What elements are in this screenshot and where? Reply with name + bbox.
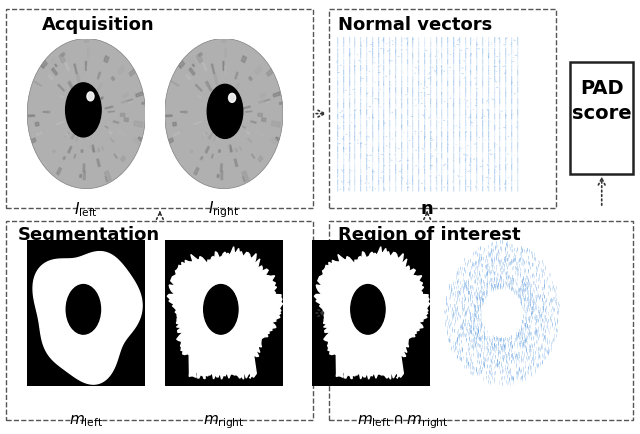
Text: $\mathbf{n}$: $\mathbf{n}$ <box>420 200 434 218</box>
Bar <box>570 62 633 174</box>
Text: $m_{\mathrm{right}}$: $m_{\mathrm{right}}$ <box>203 413 244 431</box>
Bar <box>330 221 633 420</box>
Bar <box>330 9 556 208</box>
Text: Segmentation: Segmentation <box>18 227 160 244</box>
Text: Normal vectors: Normal vectors <box>338 16 492 34</box>
Bar <box>6 9 314 208</box>
Text: $I_{\mathrm{right}}$: $I_{\mathrm{right}}$ <box>208 200 239 220</box>
Text: Acquisition: Acquisition <box>42 16 154 34</box>
Text: $I_{\mathrm{left}}$: $I_{\mathrm{left}}$ <box>74 200 98 218</box>
Bar <box>6 221 314 420</box>
Text: $m_{\mathrm{left}}$: $m_{\mathrm{left}}$ <box>69 413 104 429</box>
Text: $m_{\mathrm{left}} \cap m_{\mathrm{right}}$: $m_{\mathrm{left}} \cap m_{\mathrm{right… <box>357 413 449 431</box>
Text: PAD
score: PAD score <box>572 79 632 123</box>
Text: Region of interest: Region of interest <box>338 227 520 244</box>
